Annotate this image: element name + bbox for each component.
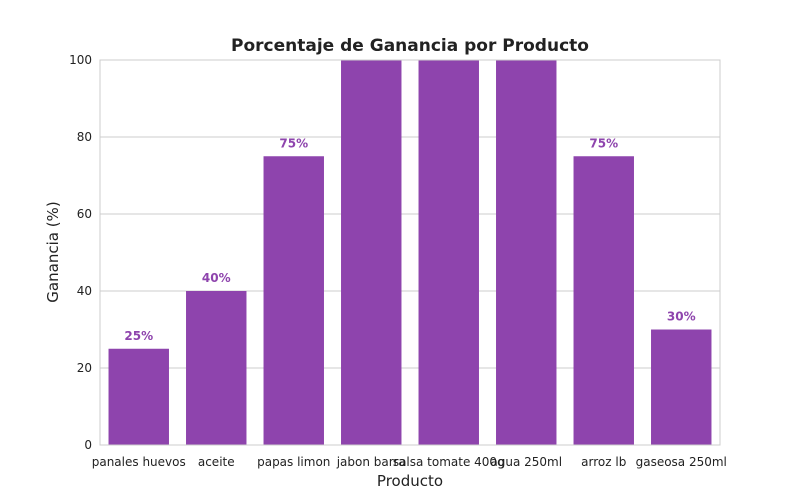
y-tick-label: 20	[77, 361, 92, 375]
x-axis-ticks: panales huevos aceite papas limon jabon bar…	[92, 455, 727, 469]
bar	[651, 329, 712, 445]
y-tick-label: 40	[77, 284, 92, 298]
bar	[496, 60, 557, 445]
data-label: 25%	[124, 329, 153, 343]
x-tick-label: panales huevos	[92, 455, 186, 469]
x-axis-label: Producto	[377, 472, 443, 490]
x-tick-label: gaseosa 250ml	[636, 455, 727, 469]
bar	[108, 348, 169, 445]
bar	[186, 291, 247, 445]
y-axis-ticks: 0 20 40 60 80 100	[69, 53, 92, 452]
x-tick-label: salsa tomate 400g	[393, 455, 505, 469]
y-axis-label: Ganancia (%)	[44, 201, 62, 302]
chart-title: Porcentaje de Ganancia por Producto	[231, 36, 589, 56]
bar	[263, 156, 324, 445]
bar	[418, 60, 479, 445]
x-tick-label: arroz lb	[581, 455, 626, 469]
data-labels: 25% 40% 75% 75% 30%	[124, 136, 695, 343]
data-label: 30%	[667, 310, 696, 324]
x-tick-label: papas limon	[257, 455, 330, 469]
x-tick-label: aceite	[198, 455, 235, 469]
bar	[341, 60, 402, 445]
bars	[108, 60, 712, 445]
y-tick-label: 60	[77, 207, 92, 221]
y-tick-label: 100	[69, 53, 92, 67]
x-tick-label: jabon barra	[336, 455, 406, 469]
data-label: 75%	[279, 136, 308, 150]
x-tick-label: agua 250ml	[490, 455, 562, 469]
y-tick-label: 80	[77, 130, 92, 144]
plot-frame	[99, 59, 721, 446]
data-label: 75%	[589, 136, 618, 150]
bar	[573, 156, 634, 445]
y-tick-label: 0	[84, 438, 92, 452]
data-label: 40%	[202, 271, 231, 285]
